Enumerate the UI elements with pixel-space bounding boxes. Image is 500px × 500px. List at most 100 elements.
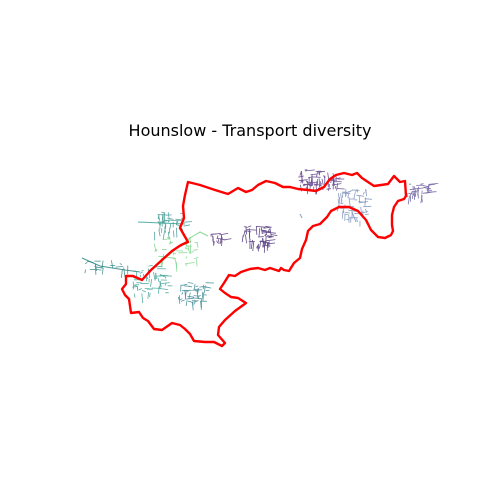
street-segment (303, 183, 314, 185)
street-segment (189, 238, 191, 243)
street-segment (420, 183, 424, 185)
street-segment (195, 285, 199, 288)
street-segment (218, 239, 220, 245)
street-segment (422, 185, 429, 188)
street-segment (84, 262, 88, 265)
street-segment (192, 297, 203, 300)
street-segment (336, 188, 345, 190)
street-segment (421, 195, 423, 203)
street-segment (180, 299, 185, 302)
street-segment (181, 292, 184, 295)
street-segment (187, 300, 191, 303)
street-segment (326, 188, 332, 190)
street-segment (187, 295, 195, 298)
street-segment (185, 289, 187, 299)
street-segment (305, 180, 308, 183)
street-segment (161, 213, 164, 223)
network-cluster-east-edge-cluster (406, 183, 439, 205)
street-segment (150, 279, 153, 287)
street-segment (216, 235, 219, 240)
network-cluster-north-west-cluster (154, 211, 193, 241)
street-segment (159, 281, 162, 288)
street-segment (211, 233, 221, 235)
street-segment (321, 178, 324, 186)
street-segment (138, 288, 142, 291)
street-segment (270, 234, 278, 236)
street-segment (362, 191, 365, 195)
street-segment (115, 266, 124, 268)
street-segment (364, 198, 372, 200)
route-line (81, 257, 141, 273)
street-segment (219, 233, 229, 236)
street-segment (330, 178, 332, 184)
street-segment (123, 267, 126, 278)
street-segment (310, 174, 313, 183)
street-segment (261, 227, 263, 235)
street-segment (364, 197, 366, 206)
street-segment (158, 229, 161, 237)
street-segment (181, 227, 184, 231)
street-segment (265, 231, 267, 237)
street-segment (258, 228, 261, 237)
street-segment (344, 213, 348, 215)
street-segment (340, 193, 343, 202)
street-segment (221, 237, 223, 247)
street-segment (246, 229, 257, 231)
street-segment (266, 241, 269, 248)
street-segment (355, 189, 357, 193)
network-cluster-south-west-cluster (178, 282, 215, 311)
street-segment (412, 194, 416, 196)
street-segment (269, 232, 277, 234)
route-line (137, 221, 186, 225)
street-segment (202, 292, 205, 301)
transport-networks (81, 169, 439, 311)
street-segment (194, 257, 199, 260)
street-segment (181, 283, 188, 286)
street-segment (185, 256, 188, 259)
street-segment (159, 288, 169, 290)
street-segment (252, 241, 255, 252)
street-segment (175, 218, 182, 221)
street-segment (318, 178, 320, 188)
street-segment (407, 195, 410, 205)
street-segment (304, 169, 315, 172)
street-segment (261, 229, 267, 232)
street-segment (409, 188, 416, 191)
street-segment (133, 284, 138, 287)
street-segment (298, 179, 308, 182)
street-segment (178, 296, 180, 300)
street-segment (347, 209, 356, 212)
street-segment (164, 230, 167, 233)
street-segment (364, 213, 369, 215)
street-segment (160, 282, 170, 284)
street-segment (334, 185, 337, 189)
street-segment (84, 269, 86, 274)
street-segment (184, 263, 187, 267)
street-segment (155, 248, 158, 252)
street-segment (348, 196, 351, 207)
street-segment (245, 234, 247, 242)
street-segment (146, 276, 149, 280)
street-segment (199, 286, 205, 288)
route-line (351, 211, 357, 223)
street-segment (157, 286, 160, 294)
street-segment (264, 233, 268, 236)
street-segment (204, 286, 212, 289)
street-segment (331, 183, 342, 186)
street-segment (193, 283, 196, 291)
street-segment (134, 293, 136, 298)
street-segment (301, 176, 304, 184)
street-segment (265, 225, 271, 228)
street-segment (408, 192, 414, 195)
street-segment (243, 230, 246, 237)
network-cluster-west-teal-cluster (132, 265, 173, 304)
street-segment (247, 225, 252, 228)
street-segment (319, 183, 322, 187)
street-segment (194, 288, 197, 292)
street-segment (154, 272, 157, 281)
street-segment (310, 173, 317, 176)
street-segment (188, 292, 191, 299)
street-segment (153, 271, 156, 280)
street-segment (351, 205, 355, 208)
